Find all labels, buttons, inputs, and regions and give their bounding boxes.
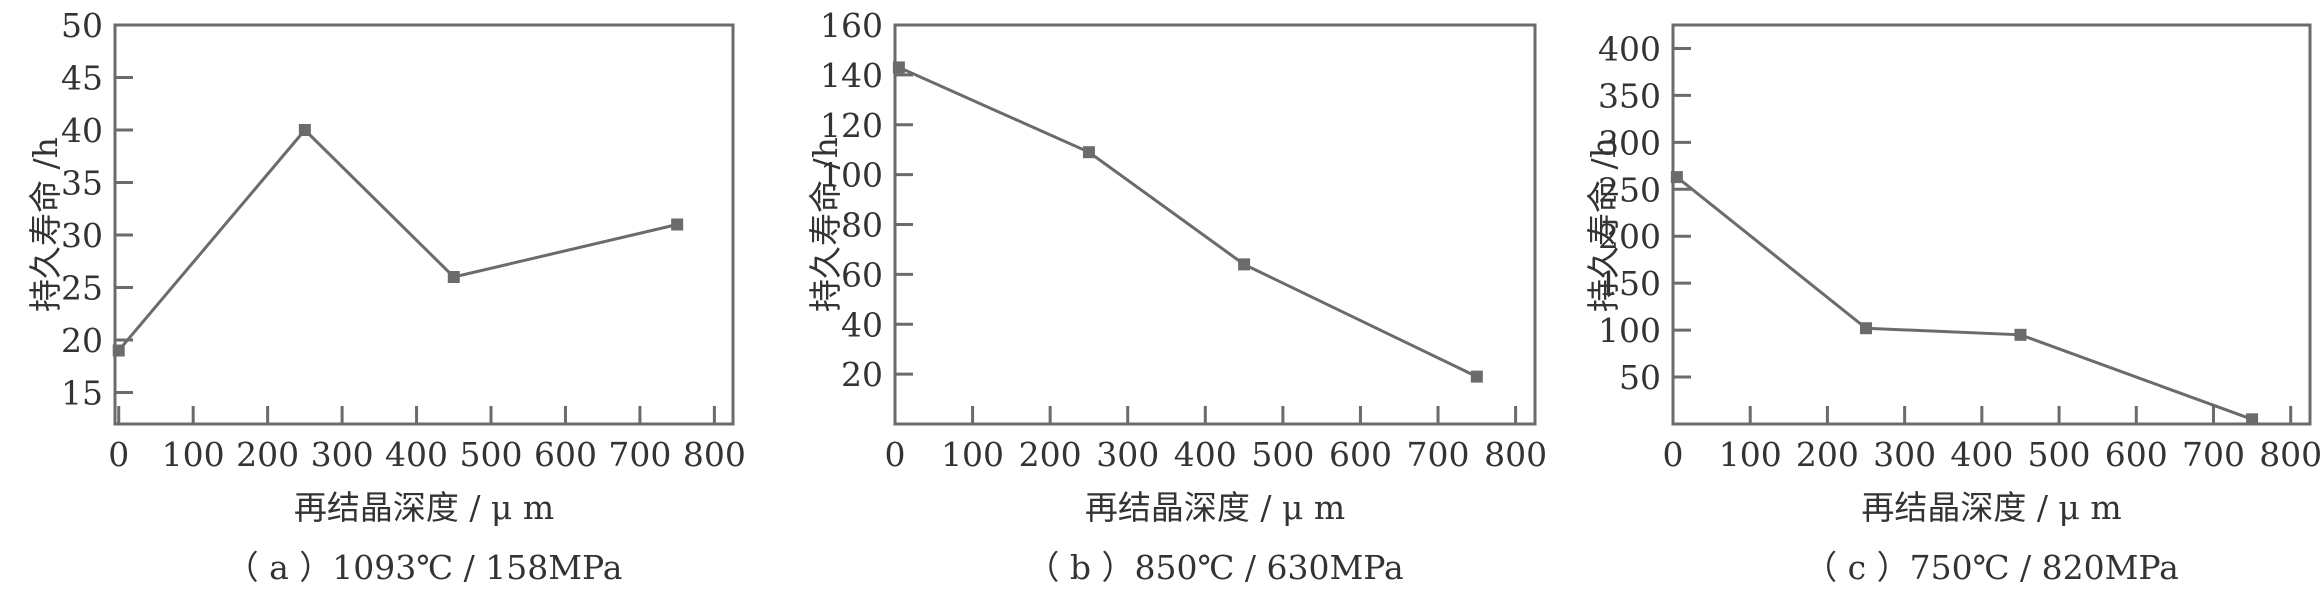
series-line [1675, 175, 2253, 421]
y-tick-label: 20 [841, 355, 883, 394]
x-tick-label: 500 [2028, 435, 2091, 474]
x-tick-label: 500 [1251, 435, 1314, 474]
y-tick-label: 100 [820, 156, 883, 195]
x-tick-label: 700 [2182, 435, 2245, 474]
y-tick-label: 120 [820, 106, 883, 145]
chart-caption: （ c ）750℃ / 820MPa [1804, 548, 2179, 587]
y-tick-label: 100 [1598, 311, 1661, 350]
data-point [671, 218, 684, 231]
x-tick-label: 600 [1329, 435, 1392, 474]
x-tick-label: 100 [1719, 435, 1782, 474]
plot-frame [113, 23, 735, 426]
y-tick-label: 20 [61, 321, 103, 360]
y-tick-label: 60 [841, 255, 883, 294]
x-tick-label: 700 [1407, 435, 1470, 474]
x-tick-label: 400 [1174, 435, 1237, 474]
chart-caption: （ a ）1093℃ / 158MPa [226, 548, 623, 587]
data-point [1238, 258, 1251, 271]
x-tick-label: 200 [236, 435, 299, 474]
y-tick-label: 250 [1598, 170, 1661, 209]
x-tick-label: 300 [1096, 435, 1159, 474]
y-tick-label: 50 [61, 6, 103, 45]
chart-panel-a: 0 100 200 300 400 500 600 700 800 15 20 25 30 35 40 45 5… [26, 6, 746, 587]
x-tick-label: 600 [2105, 435, 2168, 474]
x-axis-title: 再结晶深度 / μ m [1085, 488, 1345, 527]
y-tick-label: 30 [61, 216, 103, 255]
y-axis-title: 持久寿命 /h [1584, 137, 1623, 312]
chart-panel-c: 0 100 200 300 400 500 600 700 800 50 100 150 200 250 3… [1584, 23, 2322, 587]
data-point [447, 271, 460, 283]
chart-caption: （ b ）850℃ / 630MPa [1026, 548, 1403, 587]
data-point [1470, 370, 1483, 383]
plot-frame [893, 23, 1537, 426]
y-tick-label: 15 [61, 374, 103, 413]
data-point [892, 61, 905, 74]
x-tick-label: 100 [162, 435, 225, 474]
y-tick-label: 40 [61, 111, 103, 150]
x-tick-label: 0 [1663, 435, 1684, 474]
y-tick-label: 40 [841, 305, 883, 344]
x-tick-label: 700 [608, 435, 671, 474]
x-tick-label: 800 [1484, 435, 1547, 474]
x-tick-label: 100 [941, 435, 1004, 474]
x-tick-label: 0 [108, 435, 129, 474]
data-point [1082, 146, 1095, 159]
y-tick-label: 80 [841, 206, 883, 245]
data-point [1860, 322, 1873, 335]
x-tick-label: 500 [460, 435, 523, 474]
x-tick-label: 800 [683, 435, 746, 474]
series-line [117, 127, 678, 352]
y-axis-title: 持久寿命 /h [806, 137, 845, 312]
data-point [112, 344, 125, 357]
x-tick-label: 600 [534, 435, 597, 474]
y-tick-label: 25 [61, 269, 103, 308]
data-point [2246, 413, 2259, 426]
y-tick-label: 400 [1598, 29, 1661, 68]
x-tick-label: 300 [311, 435, 374, 474]
y-tick-label: 50 [1619, 358, 1661, 397]
y-tick-label: 200 [1598, 217, 1661, 256]
x-tick-label: 300 [1873, 435, 1936, 474]
x-tick-label: 400 [385, 435, 448, 474]
y-tick-label: 140 [820, 56, 883, 95]
x-tick-label: 800 [2259, 435, 2322, 474]
data-point [298, 124, 311, 136]
x-axis-title: 再结晶深度 / μ m [1861, 488, 2121, 527]
data-point [2014, 328, 2027, 341]
y-tick-label: 300 [1598, 123, 1661, 162]
y-tick-label: 350 [1598, 76, 1661, 115]
x-tick-label: 400 [1950, 435, 2013, 474]
y-tick-label: 150 [1598, 264, 1661, 303]
x-axis-title: 再结晶深度 / μ m [294, 488, 554, 527]
x-tick-label: 200 [1019, 435, 1082, 474]
x-tick-label: 0 [885, 435, 906, 474]
chart-panel-b: 0 100 200 300 400 500 600 700 800 20 40 60 80 100 120 1… [806, 6, 1547, 587]
y-tick-label: 160 [820, 6, 883, 45]
y-tick-label: 45 [61, 59, 103, 98]
plot-frame [1671, 23, 2312, 426]
series-line [898, 66, 1478, 378]
x-tick-label: 200 [1796, 435, 1859, 474]
data-point [1670, 171, 1683, 184]
y-tick-label: 35 [61, 164, 103, 203]
y-axis-title: 持久寿命 /h [26, 137, 65, 312]
